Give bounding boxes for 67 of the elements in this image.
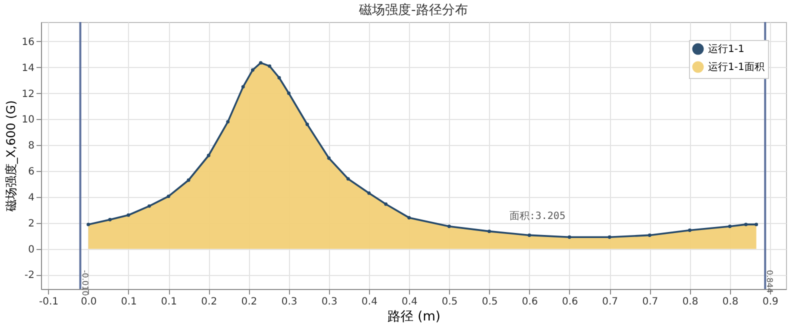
point [728, 224, 732, 228]
y-tick-label: 12 [22, 88, 34, 100]
x-axis-title: 路径 (m) [388, 310, 440, 324]
point [148, 204, 151, 208]
point [754, 222, 758, 226]
y-tick-label: 6 [28, 166, 34, 178]
y-axis-title: 磁场强度_X,600 (G) [4, 100, 18, 213]
point [186, 178, 190, 182]
point [648, 233, 652, 237]
point [277, 76, 281, 80]
x-tick-label: 0.0 [80, 296, 97, 308]
point [528, 233, 532, 237]
x-tick-label: 0.4 [402, 296, 418, 308]
ref-line-label: 0.844 [765, 270, 774, 293]
y-tick-label: -2 [24, 270, 34, 282]
y-tick-label: 8 [28, 140, 34, 152]
point [166, 194, 170, 198]
annotation: 面积:3.205 [509, 210, 566, 222]
point [259, 61, 262, 65]
x-tick-label: 0.9 [762, 296, 778, 308]
point [407, 216, 411, 220]
point [250, 68, 254, 72]
x-tick-label: 0.7 [602, 296, 618, 308]
point [86, 222, 90, 226]
chart-title: 磁场强度-路径分布 [358, 2, 468, 18]
x-tick-label: 0.6 [522, 296, 538, 308]
point [688, 228, 692, 232]
x-tick-label: 0.2 [201, 296, 218, 308]
x-tick-label: 0.1 [161, 296, 177, 308]
point [384, 202, 388, 206]
x-tick-label: 0.1 [120, 296, 137, 308]
x-tick-label: 0.7 [642, 296, 658, 308]
point [268, 64, 272, 68]
point [206, 154, 210, 158]
x-tick-label: 0.8 [722, 296, 738, 308]
y-tick-label: 10 [22, 114, 34, 126]
ref-line-label: -0.010 [80, 270, 90, 296]
point [287, 92, 291, 96]
legend-label: 运行1-1 [708, 43, 744, 55]
y-tick-label: 0 [28, 244, 34, 256]
point [744, 222, 748, 226]
y-tick-label: 2 [28, 218, 34, 230]
point [488, 230, 492, 234]
x-tick-label: 0.6 [562, 296, 578, 308]
x-tick-label: 0.5 [442, 296, 458, 308]
x-tick-label: 0.8 [682, 296, 698, 308]
point [346, 177, 350, 181]
point [367, 191, 371, 195]
x-tick-label: 0.3 [281, 296, 298, 308]
point [447, 224, 451, 228]
x-tick-label: 0.5 [482, 296, 498, 308]
x-tick-label: 0.4 [362, 296, 378, 308]
x-tick-label: -0.1 [38, 296, 58, 308]
point [241, 85, 245, 89]
point [108, 218, 112, 222]
point [568, 235, 572, 239]
x-tick-label: 0.3 [321, 296, 338, 308]
point [226, 120, 230, 124]
y-tick-label: 14 [22, 62, 34, 74]
point [608, 235, 612, 239]
legend-label: 运行1-1面积 [708, 61, 764, 73]
point [126, 213, 130, 217]
point [306, 122, 309, 126]
y-tick-label: 16 [22, 36, 34, 48]
y-tick-label: 4 [28, 192, 34, 204]
x-tick-label: 0.2 [241, 296, 258, 308]
point [327, 156, 331, 160]
